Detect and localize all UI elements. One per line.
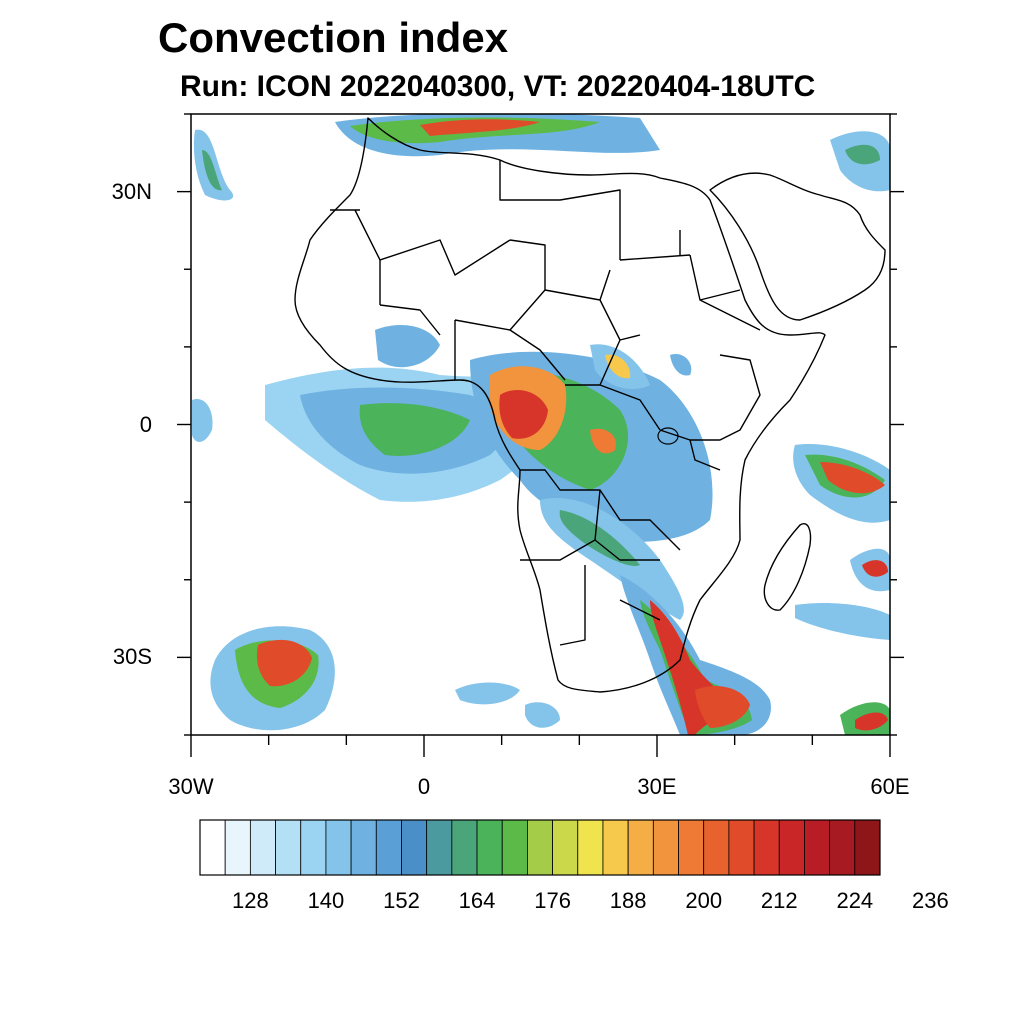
- lat-tick-label: 30S: [112, 644, 152, 670]
- convection-se-corner-red: [855, 712, 888, 731]
- lat-tick-label: 0: [139, 411, 152, 437]
- colorbar-label: 200: [685, 888, 723, 913]
- colorbar-swatch: [401, 819, 428, 876]
- convection-south-atlantic-2: [455, 682, 520, 705]
- colorbar-swatch: [325, 819, 352, 876]
- colorbar-swatch: [778, 819, 805, 876]
- coastlines-and-borders: [294, 117, 886, 693]
- colorbar-swatch: [753, 819, 780, 876]
- convection-indian-ocean-red: [820, 462, 885, 494]
- run-info-subtitle: Run: ICON 2022040300, VT: 20220404-18UTC: [180, 70, 816, 103]
- lon-tick-label: 30W: [168, 774, 214, 799]
- colorbar-label: 164: [458, 888, 496, 913]
- lon-tick-label: 30E: [637, 774, 677, 799]
- colorbar-swatch: [527, 819, 553, 876]
- convection-atlantic-west: [192, 399, 213, 442]
- colorbar-label: 212: [760, 888, 798, 913]
- colorbar-swatch: [476, 819, 503, 876]
- colorbar-swatch: [300, 819, 327, 876]
- colorbar-label: 224: [836, 888, 874, 913]
- colorbar-swatch: [602, 819, 629, 876]
- colorbar-swatch: [275, 819, 302, 876]
- colorbar-label: 152: [383, 888, 420, 913]
- convection-ghana: [375, 325, 440, 368]
- colorbar-swatch: [577, 819, 604, 876]
- colorbar-swatch: [703, 819, 730, 876]
- colorbar-label: 236: [912, 888, 949, 913]
- lat-tick-label: 30N: [111, 178, 152, 204]
- convection-somalia: [670, 354, 692, 376]
- colorbar: [199, 819, 881, 876]
- convection-indian-ocean-south-red: [862, 560, 888, 577]
- convection-west-africa-green: [359, 403, 470, 456]
- colorbar-outline: [199, 819, 881, 876]
- colorbar-swatch: [728, 819, 755, 876]
- colorbar-swatch: [678, 819, 705, 876]
- arabia-coastline: [709, 172, 886, 321]
- convection-madagascar-band: [795, 603, 890, 640]
- lon-tick-label: 60E: [870, 774, 910, 799]
- convection-congo-orange: [590, 428, 616, 454]
- convection-field: [192, 114, 890, 735]
- colorbar-swatch: [552, 819, 579, 876]
- colorbar-swatch: [451, 819, 478, 876]
- colorbar-swatch: [804, 819, 831, 876]
- convection-south-africa-orange: [695, 685, 750, 728]
- colorbar-swatch: [375, 819, 402, 876]
- page-title: Convection index: [158, 14, 509, 61]
- convection-south-atlantic-red: [256, 639, 312, 687]
- map-layer: [192, 114, 890, 735]
- colorbar-swatch: [854, 819, 881, 876]
- convection-atlantic-north-core: [202, 150, 222, 191]
- colorbar-swatch: [652, 819, 679, 876]
- colorbar-swatch: [501, 819, 528, 876]
- colorbar-swatch: [627, 819, 654, 876]
- convection-mediterranean-red: [420, 119, 540, 136]
- convection-mideast-core: [845, 144, 880, 165]
- colorbar-label: 128: [232, 888, 269, 913]
- colorbar-swatch: [829, 819, 856, 876]
- colorbar-swatch: [199, 819, 226, 876]
- colorbar-label: 188: [609, 888, 647, 913]
- colorbar-label: 176: [534, 888, 571, 913]
- country-borders: [330, 160, 761, 646]
- colorbar-swatch: [350, 819, 377, 876]
- colorbar-swatch: [426, 819, 453, 876]
- map-tick-marks: [177, 113, 904, 757]
- convection-atlantic-north: [193, 129, 234, 201]
- africa-coastline: [294, 117, 826, 693]
- convection-cameroon-red: [499, 390, 548, 439]
- colorbar-label: 140: [307, 888, 345, 913]
- convection-south-atlantic-3: [525, 702, 560, 728]
- lake-victoria: [657, 427, 679, 445]
- convection-angola-core: [559, 510, 640, 566]
- colorbar-swatch: [224, 819, 251, 876]
- colorbar-swatch: [249, 819, 276, 876]
- madagascar-coastline: [763, 523, 812, 611]
- lon-tick-label: 0: [417, 774, 431, 799]
